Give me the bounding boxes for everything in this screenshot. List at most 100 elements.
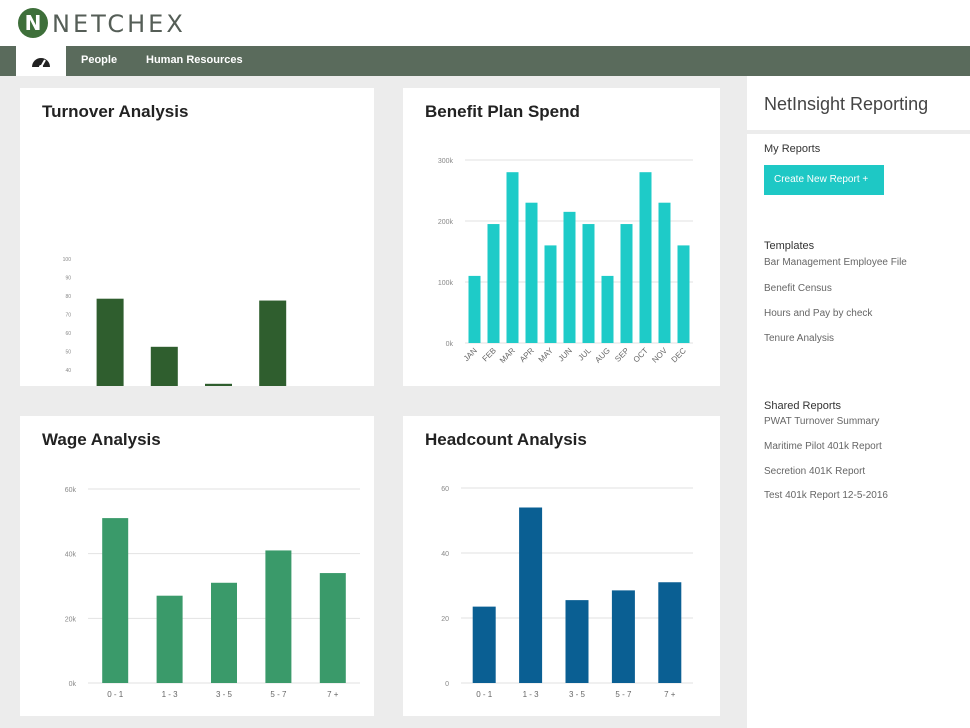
y-tick-label: 200k — [438, 219, 454, 226]
x-tick-label: JAN — [462, 346, 479, 363]
bar — [150, 346, 178, 386]
bar — [658, 582, 682, 683]
x-tick-label: MAY — [537, 346, 556, 365]
y-tick-label: 0 — [445, 681, 449, 688]
bar — [506, 172, 519, 343]
top-bar: N NETCHEX — [0, 0, 970, 46]
x-tick-label: 7 + — [664, 690, 676, 699]
y-tick-label: 40 — [441, 551, 449, 558]
bar — [211, 582, 237, 683]
templates-heading: Templates — [764, 240, 815, 252]
x-tick-label: 5 - 7 — [615, 690, 632, 699]
logo-mark: N — [24, 11, 42, 35]
y-tick-label: 90 — [65, 276, 71, 282]
y-tick-label: 40k — [65, 552, 77, 559]
wage-chart: 0k 20k 40k 60k 0 - 1 1 - 3 3 - 5 5 - 7 7 + — [65, 487, 360, 699]
my-reports-heading: My Reports — [764, 143, 821, 155]
x-tick-label: JUL — [576, 346, 593, 363]
template-link[interactable]: Hours and Pay by check — [764, 308, 873, 319]
card-title: Wage Analysis — [42, 430, 161, 449]
panel-title: NetInsight Reporting — [764, 94, 929, 114]
bar — [544, 245, 557, 343]
nav-dashboard-tab[interactable] — [16, 46, 66, 76]
bar — [658, 202, 671, 343]
bar — [265, 550, 292, 683]
shared-report-link[interactable]: Secretion 401K Report — [764, 466, 866, 477]
y-tick-label: 0k — [69, 681, 77, 688]
main-nav: People Human Resources — [0, 46, 970, 76]
bar — [620, 224, 633, 343]
netchex-logo-icon[interactable]: N — [18, 8, 48, 38]
x-tick-label: 0 - 1 — [476, 690, 493, 699]
x-tick-label: 1 - 3 — [523, 690, 540, 699]
panel-divider — [747, 130, 970, 134]
turnover-card[interactable]: Turnover Analysis 0102030405060708090100 — [20, 88, 374, 386]
y-tick-label: 20 — [441, 616, 449, 623]
y-tick-label: 100k — [438, 280, 454, 287]
bar — [565, 600, 589, 683]
shared-report-link[interactable]: PWAT Turnover Summary — [764, 416, 880, 427]
create-new-report-button[interactable]: Create New Report + — [764, 165, 884, 195]
bar — [677, 245, 690, 343]
template-link[interactable]: Tenure Analysis — [764, 333, 835, 344]
x-tick-label: FEB — [481, 346, 498, 363]
dashboard-gauge-icon — [32, 58, 50, 69]
shared-report-link[interactable]: Test 401k Report 12-5-2016 — [764, 490, 888, 501]
benefit-card[interactable]: Benefit Plan Spend 0k 100k 200k 300k JAN FEB M… — [403, 88, 720, 386]
y-tick-label: 60k — [65, 487, 77, 494]
x-tick-label: 0 - 1 — [107, 690, 124, 699]
y-tick-label: 70 — [65, 313, 71, 319]
y-tick-label: 50 — [65, 350, 71, 356]
y-tick-label: 80 — [65, 294, 71, 300]
shared-reports-heading: Shared Reports — [764, 400, 842, 412]
x-tick-label: DEC — [670, 346, 688, 364]
x-tick-label: OCT — [632, 346, 650, 364]
bar — [601, 275, 614, 343]
bar — [205, 383, 232, 386]
bar — [472, 606, 496, 683]
x-tick-label: AUG — [593, 346, 612, 365]
card-title: Benefit Plan Spend — [425, 102, 580, 121]
bar — [563, 211, 576, 343]
y-tick-label: 40 — [65, 368, 71, 374]
x-tick-label: 3 - 5 — [569, 690, 586, 699]
wage-card[interactable]: Wage Analysis 0k 20k 40k 60k 0 - 1 1 - 3 3 - 5… — [20, 416, 374, 716]
bar — [582, 224, 595, 343]
x-tick-label: 7 + — [327, 690, 339, 699]
netinsight-panel: NetInsight Reporting My Reports Create N… — [747, 76, 970, 728]
bar — [611, 590, 635, 683]
card-title: Turnover Analysis — [42, 102, 189, 121]
turnover-chart: 0102030405060708090100 — [63, 257, 287, 386]
bar — [639, 172, 652, 343]
x-tick-label: 1 - 3 — [162, 690, 179, 699]
x-tick-label: 5 - 7 — [270, 690, 287, 699]
bar — [96, 298, 124, 386]
bar — [487, 224, 500, 343]
x-tick-label: JUN — [557, 346, 575, 364]
bar — [319, 573, 346, 683]
template-link[interactable]: Benefit Census — [764, 283, 832, 294]
y-tick-label: 60 — [441, 486, 449, 493]
bar — [259, 300, 287, 386]
template-link[interactable]: Bar Management Employee File — [764, 257, 907, 268]
bar — [102, 518, 129, 683]
bar — [519, 507, 543, 683]
y-tick-label: 60 — [65, 331, 71, 337]
nav-item-people[interactable]: People — [81, 54, 118, 66]
headcount-chart: 0 20 40 60 0 - 1 1 - 3 3 - 5 5 - 7 7 + — [441, 486, 693, 699]
y-tick-label: 300k — [438, 158, 454, 165]
headcount-card[interactable]: Headcount Analysis 0 20 40 60 0 - 1 1 - 3 3 - … — [403, 416, 720, 716]
x-tick-label: APR — [518, 346, 536, 364]
y-tick-label: 0k — [446, 341, 454, 348]
bar — [156, 595, 183, 683]
x-tick-label: SEP — [613, 346, 631, 364]
shared-report-link[interactable]: Maritime Pilot 401k Report — [764, 441, 882, 452]
y-tick-label: 100 — [63, 257, 72, 263]
bar — [525, 202, 538, 343]
card-title: Headcount Analysis — [425, 430, 587, 449]
nav-item-human-resources[interactable]: Human Resources — [146, 54, 243, 66]
benefit-chart: 0k 100k 200k 300k JAN FEB MAR APR MAY JUN JUL AUG SE… — [438, 158, 693, 365]
bar — [468, 275, 481, 343]
y-tick-label: 20k — [65, 616, 77, 623]
brand-name: NETCHEX — [52, 10, 186, 38]
